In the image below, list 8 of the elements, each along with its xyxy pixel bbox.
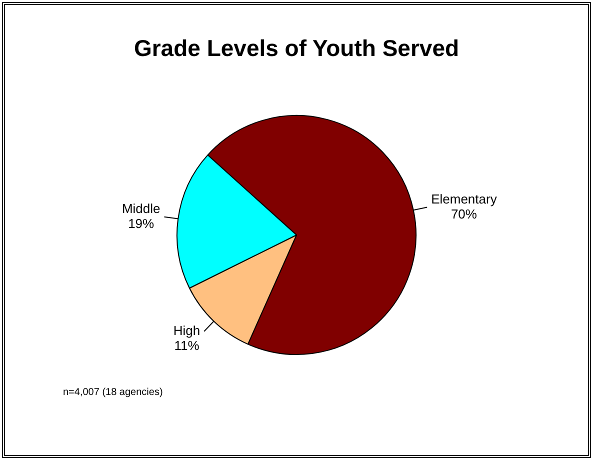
data-label: 11% — [174, 338, 200, 353]
chart-title: Grade Levels of Youth Served — [132, 35, 460, 62]
data-label: 70% — [450, 206, 478, 222]
text: n=4,007 (18 agencies) — [63, 387, 163, 398]
data-label: 19% — [128, 216, 155, 231]
slice-label: High — [173, 322, 200, 338]
slice-label: Elementary — [431, 191, 498, 206]
slice-label: Middle — [122, 200, 160, 216]
